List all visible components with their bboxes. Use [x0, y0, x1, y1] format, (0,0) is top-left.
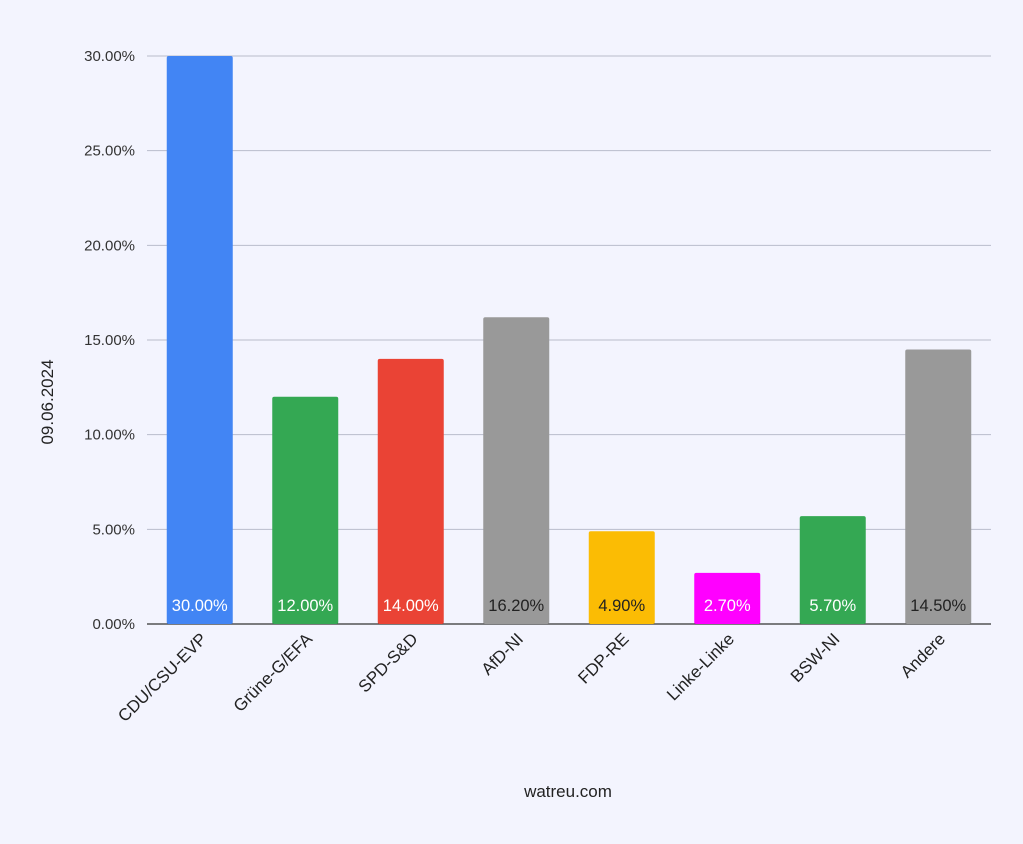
x-tick-label: Grüne-G/EFA	[230, 629, 317, 716]
bar	[272, 396, 339, 624]
y-axis-title: 09.06.2024	[38, 359, 57, 444]
x-tick-label: CDU/CSU-EVP	[114, 629, 210, 725]
bars	[166, 56, 972, 624]
bar	[694, 572, 761, 624]
bar	[377, 358, 444, 624]
data-label: 2.70%	[704, 597, 751, 615]
data-label: 30.00%	[172, 597, 228, 615]
y-tick-label: 5.00%	[92, 521, 135, 538]
y-tick-label: 10.00%	[84, 427, 135, 444]
data-labels: 30.00% 12.00% 14.00% 16.20% 4.90% 2.70% 5.70% 1…	[172, 597, 967, 615]
bar	[905, 349, 972, 624]
bar	[166, 56, 233, 624]
data-label: 14.00%	[383, 597, 439, 615]
y-tick-label: 30.00%	[84, 48, 135, 65]
data-label: 4.90%	[598, 597, 645, 615]
y-tick-label: 20.00%	[84, 237, 135, 254]
x-tick-label: AfD-NI	[478, 629, 527, 678]
x-tick-label: FDP-RE	[574, 629, 632, 687]
y-tick-label: 0.00%	[92, 616, 135, 633]
bar	[799, 516, 866, 624]
data-label: 5.70%	[809, 597, 856, 615]
x-axis-title: watreu.com	[523, 782, 612, 801]
y-axis-ticks: 0.00% 5.00% 10.00% 15.00% 20.00% 25.00% 30.00%	[84, 48, 135, 633]
data-label: 12.00%	[277, 597, 333, 615]
x-tick-label: Andere	[897, 629, 949, 681]
data-label: 16.20%	[488, 597, 544, 615]
x-tick-label: Linke-Linke	[663, 629, 738, 704]
x-axis-ticks: CDU/CSU-EVP Grüne-G/EFA SPD-S&D AfD-NI FDP-R…	[114, 629, 949, 726]
bar	[483, 317, 550, 624]
data-label: 14.50%	[910, 597, 966, 615]
y-tick-label: 15.00%	[84, 332, 135, 349]
bar	[588, 531, 655, 624]
x-tick-label: BSW-NI	[787, 629, 844, 686]
x-tick-label: SPD-S&D	[355, 629, 422, 696]
y-tick-label: 25.00%	[84, 143, 135, 160]
